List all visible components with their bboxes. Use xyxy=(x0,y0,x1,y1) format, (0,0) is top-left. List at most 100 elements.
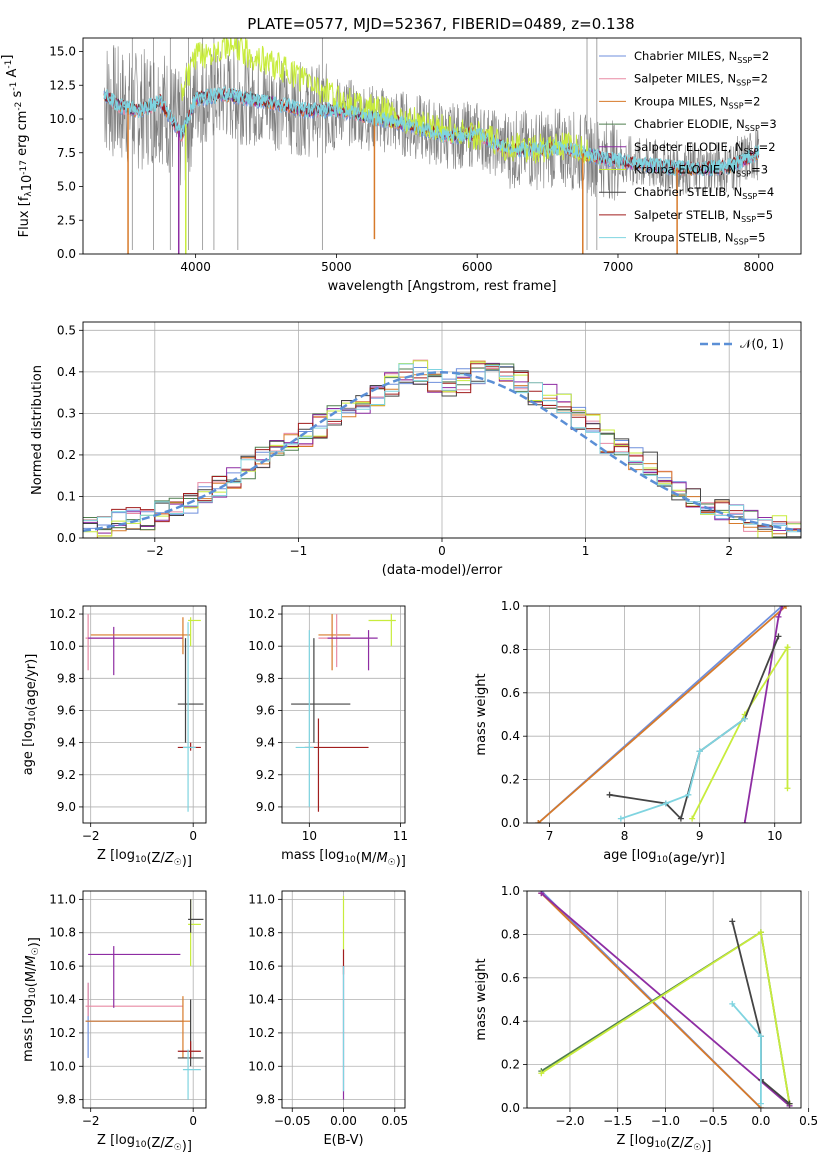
axes-frame xyxy=(281,605,406,824)
x-tick-label: 10 xyxy=(767,829,782,843)
y-tick-label: 0.0 xyxy=(57,531,76,545)
y-tick-label: 9.2 xyxy=(256,768,275,782)
y-axis-label: mass weight xyxy=(474,958,489,1040)
axes-frame xyxy=(526,605,802,824)
x-axis-label: age [log10(age/yr)] xyxy=(603,848,725,866)
model-line-kroupa-stelib-top xyxy=(103,87,760,177)
y-tick-label: 10.8 xyxy=(49,926,76,940)
weight-marker xyxy=(662,800,669,807)
y-tick-label: 10.6 xyxy=(49,959,76,973)
y-tick-label: 11.0 xyxy=(248,892,275,906)
x-tick-label: 8000 xyxy=(743,260,774,274)
y-axis-label: Flux [fλ10-17 erg cm-2 s-1 A-1] xyxy=(0,55,35,238)
legend-spectrum: Chabrier MILES, NSSP=2 Salpeter MILES, NS… xyxy=(599,49,777,247)
axes-massweight_vs_Z: −2.0 −1.5 −1.0 −0.5 0.0 0.5 0.0 0.2 0.4 0.6 0.8 1.0… xyxy=(474,884,818,1154)
y-tick-label: 7.5 xyxy=(57,146,76,160)
plot-area-mass_vs_Z xyxy=(85,899,204,1100)
legend-label: Chabrier STELIB, NSSP=4 xyxy=(634,185,774,201)
y-axis-label: mass weight xyxy=(474,673,489,755)
y-tick-label: 10.2 xyxy=(49,1026,76,1040)
y-tick-label: 9.8 xyxy=(57,1093,76,1107)
weight-marker xyxy=(677,815,684,822)
weight-marker xyxy=(784,785,791,792)
x-tick-label: −1 xyxy=(290,544,308,558)
x-tick-label: 4000 xyxy=(180,260,211,274)
y-tick-label: 0.2 xyxy=(57,448,76,462)
y-tick-label: 10.2 xyxy=(248,607,275,621)
x-tick-label: 1 xyxy=(582,544,590,558)
observed-spectrum-line xyxy=(103,45,760,201)
y-axis-label: Normed distribution xyxy=(30,365,45,495)
histogram-kroupa_stelib xyxy=(83,363,801,533)
y-tick-label: 10.8 xyxy=(248,926,275,940)
weight-marker xyxy=(741,715,748,722)
y-tick-label: 9.4 xyxy=(256,736,275,750)
y-tick-label: 2.5 xyxy=(57,213,76,227)
x-tick-label: 0 xyxy=(438,544,446,558)
x-axis-label: mass [log10(M/M☉)] xyxy=(281,848,406,869)
y-tick-label: 9.0 xyxy=(57,800,76,814)
y-tick-label: 0.2 xyxy=(501,773,520,787)
x-tick-label: −2 xyxy=(82,829,100,843)
weight-marker xyxy=(617,815,624,822)
weight-line-kroupa_miles xyxy=(537,606,787,823)
axes-spectrum: 4000 5000 6000 7000 8000 0.0 2.5 5.0 7.5 10.0 12.5… xyxy=(0,37,802,294)
x-tick-label: 0.05 xyxy=(381,1114,408,1128)
x-tick-label: 7 xyxy=(546,829,554,843)
y-tick-label: 0.6 xyxy=(501,971,520,985)
x-tick-label: 8 xyxy=(621,829,629,843)
y-tick-label: 0.0 xyxy=(501,816,520,830)
legend-label: Salpeter ELODIE, NSSP=2 xyxy=(634,140,776,156)
y-tick-label: 0.5 xyxy=(57,323,76,337)
x-axis-label: Z [log10(Z/Z☉)] xyxy=(97,848,192,869)
weight-line-salpeter_elodie xyxy=(743,606,784,823)
weight-marker xyxy=(538,1070,545,1077)
plot-area-spectrum xyxy=(103,38,760,254)
axes-massweight_vs_age: 7 8 9 10 0.0 0.2 0.4 0.6 0.8 1.0 age [log10(age/yr… xyxy=(474,599,802,866)
plot-area-age_vs_Z xyxy=(85,614,204,812)
axes-mass_vs_Z: −2 0 9.8 10.0 10.2 10.4 10.6 10.8 11.0 Z [log10(Z… xyxy=(21,890,207,1154)
y-tick-label: 10.6 xyxy=(248,959,275,973)
y-tick-label: 0.0 xyxy=(57,247,76,261)
x-axis-label: wavelength [Angstrom, rest frame] xyxy=(328,279,557,294)
x-tick-label: 11 xyxy=(393,829,408,843)
x-tick-label: 5000 xyxy=(321,260,352,274)
x-axis-label: Z [log10(Z/Z☉)] xyxy=(617,1133,712,1154)
axes-frame xyxy=(526,890,802,1109)
y-tick-label: 5.0 xyxy=(57,180,76,194)
y-tick-label: 0.3 xyxy=(57,406,76,420)
axes-residuals: −2 −1 0 1 2 0.0 0.1 0.2 0.3 0.4 0.5 (data-model)/er… xyxy=(30,321,802,578)
y-tick-label: 9.8 xyxy=(256,671,275,685)
weight-marker xyxy=(689,815,696,822)
y-tick-label: 9.6 xyxy=(256,703,275,717)
weight-marker xyxy=(729,1000,736,1007)
x-axis-label: Z [log10(Z/Z☉)] xyxy=(97,1133,192,1154)
x-tick-label: 0 xyxy=(189,1114,197,1128)
y-tick-label: 0.1 xyxy=(57,489,76,503)
y-tick-label: 9.8 xyxy=(256,1093,275,1107)
y-tick-label: 10.0 xyxy=(49,639,76,653)
x-tick-label: 2 xyxy=(725,544,733,558)
x-axis-label: (data-model)/error xyxy=(382,563,503,578)
y-tick-label: 10.0 xyxy=(248,639,275,653)
legend-label: Kroupa ELODIE, NSSP=3 xyxy=(634,163,768,179)
x-tick-label: −1.5 xyxy=(603,1114,632,1128)
weight-marker xyxy=(779,606,786,609)
x-tick-label: 7000 xyxy=(603,260,634,274)
y-tick-label: 9.4 xyxy=(57,736,76,750)
y-tick-label: 12.5 xyxy=(49,78,76,92)
legend-label-gaussian: 𝒩(0, 1) xyxy=(740,337,784,351)
subplots: 4000 5000 6000 7000 80000.02.55.07.510.012.5… xyxy=(0,37,818,1154)
y-tick-label: 1.0 xyxy=(501,599,520,613)
x-tick-label: 0.0 xyxy=(751,1114,770,1128)
legend-label: Kroupa MILES, NSSP=2 xyxy=(634,94,760,110)
weight-line-salpeter_elodie xyxy=(540,892,791,1107)
y-tick-label: 10.2 xyxy=(49,607,76,621)
axes-age_vs_mass: 10 11 9.0 9.2 9.4 9.6 9.8 10.0 10.2 mass [log10(M… xyxy=(248,605,408,869)
x-tick-label: 9 xyxy=(696,829,704,843)
x-tick-label: −2 xyxy=(82,1114,100,1128)
weight-marker xyxy=(696,748,703,755)
legend-label: Chabrier MILES, NSSP=2 xyxy=(634,49,769,65)
weight-marker xyxy=(782,606,789,609)
y-tick-label: 9.0 xyxy=(256,800,275,814)
